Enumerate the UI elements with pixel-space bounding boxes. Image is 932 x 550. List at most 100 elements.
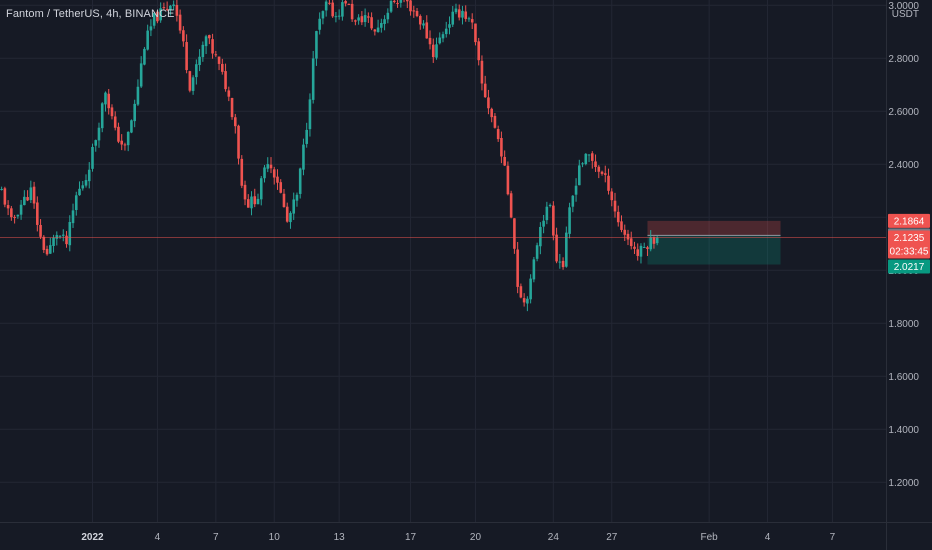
bullish-candle [204,34,208,55]
bullish-candle [71,203,75,228]
candle-body [65,235,68,245]
candle-body [87,169,91,182]
candle-body [509,193,513,218]
price-tag-stop: 2.1864 [888,213,930,228]
candle-body [250,196,253,209]
candle-body [52,237,55,246]
short-position-tool[interactable] [647,220,781,265]
bullish-candle [87,162,91,189]
bullish-candle [357,14,360,25]
candle-body [165,8,169,10]
candle-body [386,12,390,20]
bearish-candle [513,218,516,254]
time-axis[interactable] [0,522,886,550]
bearish-candle [45,245,49,256]
candle-body [208,35,211,39]
bearish-candle [354,19,357,26]
candle-body [19,204,23,215]
bullish-candle [126,131,130,152]
candle-body [428,37,432,45]
candle-body [240,158,244,186]
candle-body [78,188,81,196]
candle-body [211,39,214,54]
bullish-candle [649,230,653,252]
candle-body [117,126,120,142]
candle-body [574,185,578,195]
bearish-candle [26,190,29,202]
candle-body [302,144,305,170]
candle-body [331,2,334,17]
bearish-candle [123,142,127,151]
candle-body [552,205,555,236]
candle-body [350,3,354,20]
candle-body [354,20,357,22]
candle-body [126,131,130,146]
bearish-candle [373,28,377,36]
candle-body [448,24,451,28]
candle-body [68,222,72,246]
price-tag-value: 2.1235 [894,233,925,244]
bullish-candle [130,119,133,134]
bearish-candle [636,243,640,261]
bearish-candle [629,231,633,250]
bearish-candle [282,188,286,208]
candle-body [139,63,143,87]
candle-body [130,120,133,133]
bearish-candle [555,227,558,264]
candle-body [389,0,393,12]
bearish-candle [120,134,124,151]
bullish-candle [532,256,536,283]
candle-body [435,44,438,58]
bearish-candle [616,205,620,227]
candle-body [58,235,62,237]
bullish-candle [266,157,270,173]
bullish-candle [399,0,403,8]
candle-body [532,259,536,280]
candle-body [29,187,33,201]
bullish-candle [23,190,26,206]
bearish-candle [506,161,510,196]
candle-body [221,63,224,72]
bullish-candle [0,186,3,191]
candle-body [149,26,153,31]
bullish-candle [172,0,175,11]
candle-body [529,278,532,300]
bearish-candle [367,12,370,23]
candle-body [370,17,373,29]
candle-body [289,212,292,223]
time-tick-label: 10 [269,532,281,543]
bearish-candle [208,34,211,45]
bullish-candle [639,243,643,264]
candle-body [409,0,412,12]
candle-body [613,200,617,212]
time-tick-label: Feb [701,532,719,543]
bearish-candle [590,151,594,169]
candle-body [496,129,500,140]
take-profit-zone[interactable] [647,235,781,265]
bullish-candle [389,0,393,14]
bullish-candle [448,16,451,35]
candle-body [584,153,588,165]
candle-body [214,54,218,56]
candle-body [198,56,201,65]
candle-body [649,237,653,250]
candle-body [324,1,328,11]
stop-loss-zone[interactable] [647,220,781,236]
bullish-candle [191,75,195,95]
candle-body [42,236,46,250]
bearish-candle [487,89,490,115]
candle-body [519,286,523,298]
candle-body [279,182,283,193]
price-axis[interactable] [886,0,932,550]
bullish-candle [295,192,299,207]
bearish-candle [613,192,617,218]
candle-body [0,188,3,190]
candle-body [143,48,146,65]
candle-body [256,198,260,205]
bullish-candle [198,49,201,72]
bullish-candle [143,46,146,66]
symbol-title: Fantom / TetherUS, 4h, BINANCE [6,8,175,20]
bearish-candle [457,4,461,21]
price-tick-label: 1.2000 [888,478,919,489]
